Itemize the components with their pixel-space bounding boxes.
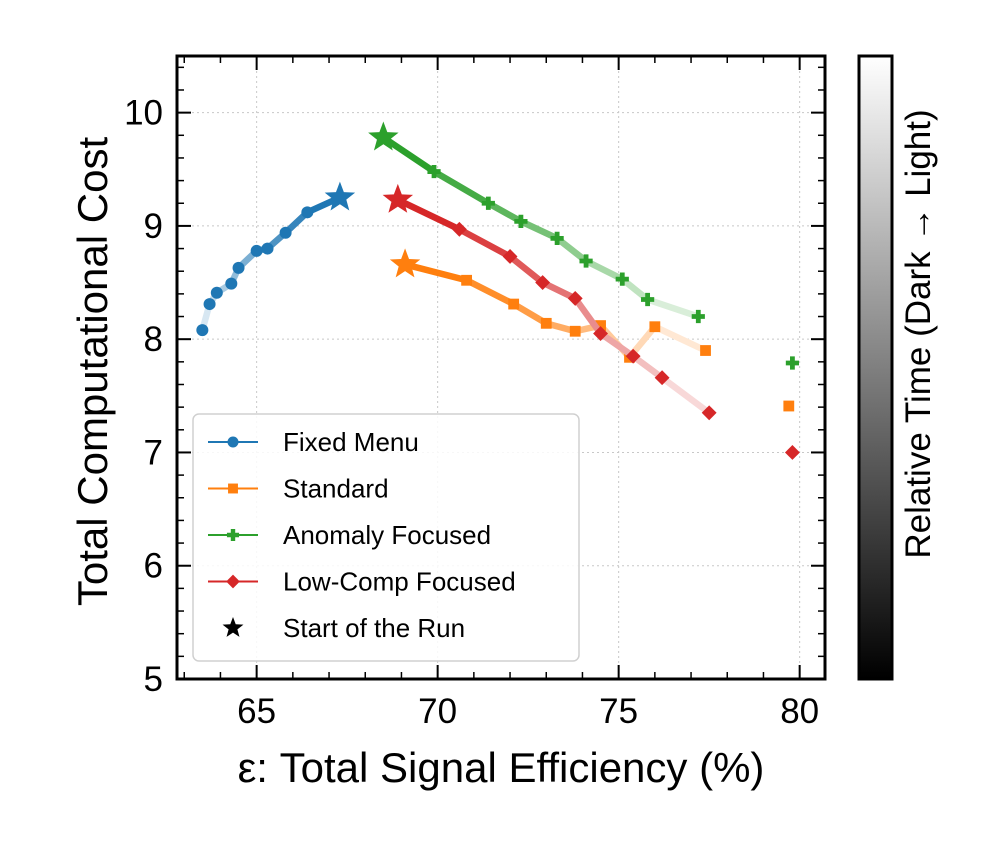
start-star xyxy=(389,248,421,278)
series-segment xyxy=(456,226,514,260)
data-point xyxy=(481,196,495,210)
x-tick-label: 80 xyxy=(780,692,819,731)
colorbar-label: Relative Time (Dark → Light) xyxy=(899,109,938,558)
data-point xyxy=(508,298,520,310)
series-segment xyxy=(401,261,470,284)
data-point xyxy=(279,226,292,239)
series-segment xyxy=(582,257,626,283)
series-segment xyxy=(658,374,713,417)
series-segment xyxy=(430,168,492,207)
data-point xyxy=(540,317,552,329)
y-tick-label: 10 xyxy=(124,94,163,133)
legend-label: Start of the Run xyxy=(283,613,465,643)
legend-item: Low-Comp Focused xyxy=(208,567,516,597)
data-point xyxy=(210,286,223,299)
legend-box xyxy=(192,413,580,662)
series-segment xyxy=(644,296,702,320)
plot-frame xyxy=(175,54,827,681)
series-segment xyxy=(629,352,666,381)
data-point xyxy=(502,249,518,264)
series-anomaly-focused xyxy=(368,121,800,370)
data-point xyxy=(427,164,441,179)
series-segment xyxy=(485,200,525,225)
legend-label: Standard xyxy=(283,474,389,504)
data-point xyxy=(593,326,608,341)
series-segment xyxy=(651,323,709,354)
axis-ticks: 65 70 75 80 5 6 7 8 9 10 xyxy=(124,56,825,731)
legend-label: Anomaly Focused xyxy=(283,520,491,550)
colorbar: Relative Time (Dark → Light) xyxy=(857,54,938,681)
x-axis-label: ε: Total Signal Efficiency (%) xyxy=(238,744,765,791)
data-point xyxy=(301,206,314,219)
x-tick-label: 70 xyxy=(418,692,457,731)
data-point xyxy=(514,214,528,228)
y-tick-label: 5 xyxy=(144,660,163,699)
series-segment xyxy=(597,330,637,360)
legend-item: Fixed Menu xyxy=(208,427,419,457)
data-point xyxy=(461,274,473,286)
legend-item: Start of the Run xyxy=(222,613,465,643)
series-segment xyxy=(539,279,579,302)
legend-item: Standard xyxy=(208,474,389,504)
y-tick-label: 6 xyxy=(144,547,163,586)
data-point xyxy=(261,242,274,255)
data-point xyxy=(615,272,629,286)
colorbar-gradient xyxy=(857,54,894,681)
data-point xyxy=(567,290,583,306)
data-point xyxy=(641,292,655,307)
data-point xyxy=(225,277,238,290)
outlier-point xyxy=(784,445,800,460)
series-segment xyxy=(553,235,590,265)
data-point xyxy=(595,320,606,331)
series-segment xyxy=(463,277,517,308)
series-segment xyxy=(394,196,463,233)
start-star xyxy=(382,183,414,213)
x-tick-label: 75 xyxy=(599,692,638,731)
series-fixed-menu xyxy=(196,181,356,337)
x-tick-label: 65 xyxy=(237,692,276,731)
series-segment xyxy=(517,218,561,242)
legend-marker xyxy=(227,436,239,448)
data-point xyxy=(535,275,551,290)
legend-marker xyxy=(228,483,238,494)
data-point xyxy=(569,325,581,337)
series-standard xyxy=(389,248,795,412)
data-point xyxy=(203,298,216,311)
start-star xyxy=(324,181,356,211)
data-point xyxy=(451,221,467,237)
series-segment xyxy=(619,275,651,303)
series-segment xyxy=(380,134,438,175)
legend-marker xyxy=(226,574,240,589)
start-star xyxy=(368,121,399,151)
y-tick-label: 8 xyxy=(144,320,163,359)
data-point xyxy=(579,254,593,268)
data-point xyxy=(654,370,670,386)
series-segment xyxy=(506,253,546,286)
plot-series xyxy=(196,121,800,460)
data-point xyxy=(691,309,705,324)
data-point xyxy=(232,261,245,274)
series-segment xyxy=(571,295,604,337)
legend-marker xyxy=(222,617,244,637)
data-point xyxy=(625,348,641,364)
data-point xyxy=(701,405,717,421)
data-point xyxy=(649,321,661,333)
y-axis-label: Total Computational Cost xyxy=(69,137,116,607)
outlier-point xyxy=(785,356,800,370)
y-tick-label: 9 xyxy=(144,207,163,246)
legend-item: Anomaly Focused xyxy=(208,520,491,550)
data-point xyxy=(250,244,263,257)
legend-label: Fixed Menu xyxy=(283,427,419,457)
series-segment xyxy=(510,300,550,327)
data-point xyxy=(196,324,209,337)
outlier-point xyxy=(783,400,795,412)
data-point xyxy=(700,345,711,356)
legend-label: Low-Comp Focused xyxy=(283,567,516,597)
legend-marker xyxy=(226,528,240,542)
legend: Fixed Menu Standard Anomaly Focused Low-Com… xyxy=(192,413,580,662)
series-low-comp-focused xyxy=(382,183,800,460)
y-tick-label: 7 xyxy=(144,433,163,472)
data-point xyxy=(550,231,564,245)
